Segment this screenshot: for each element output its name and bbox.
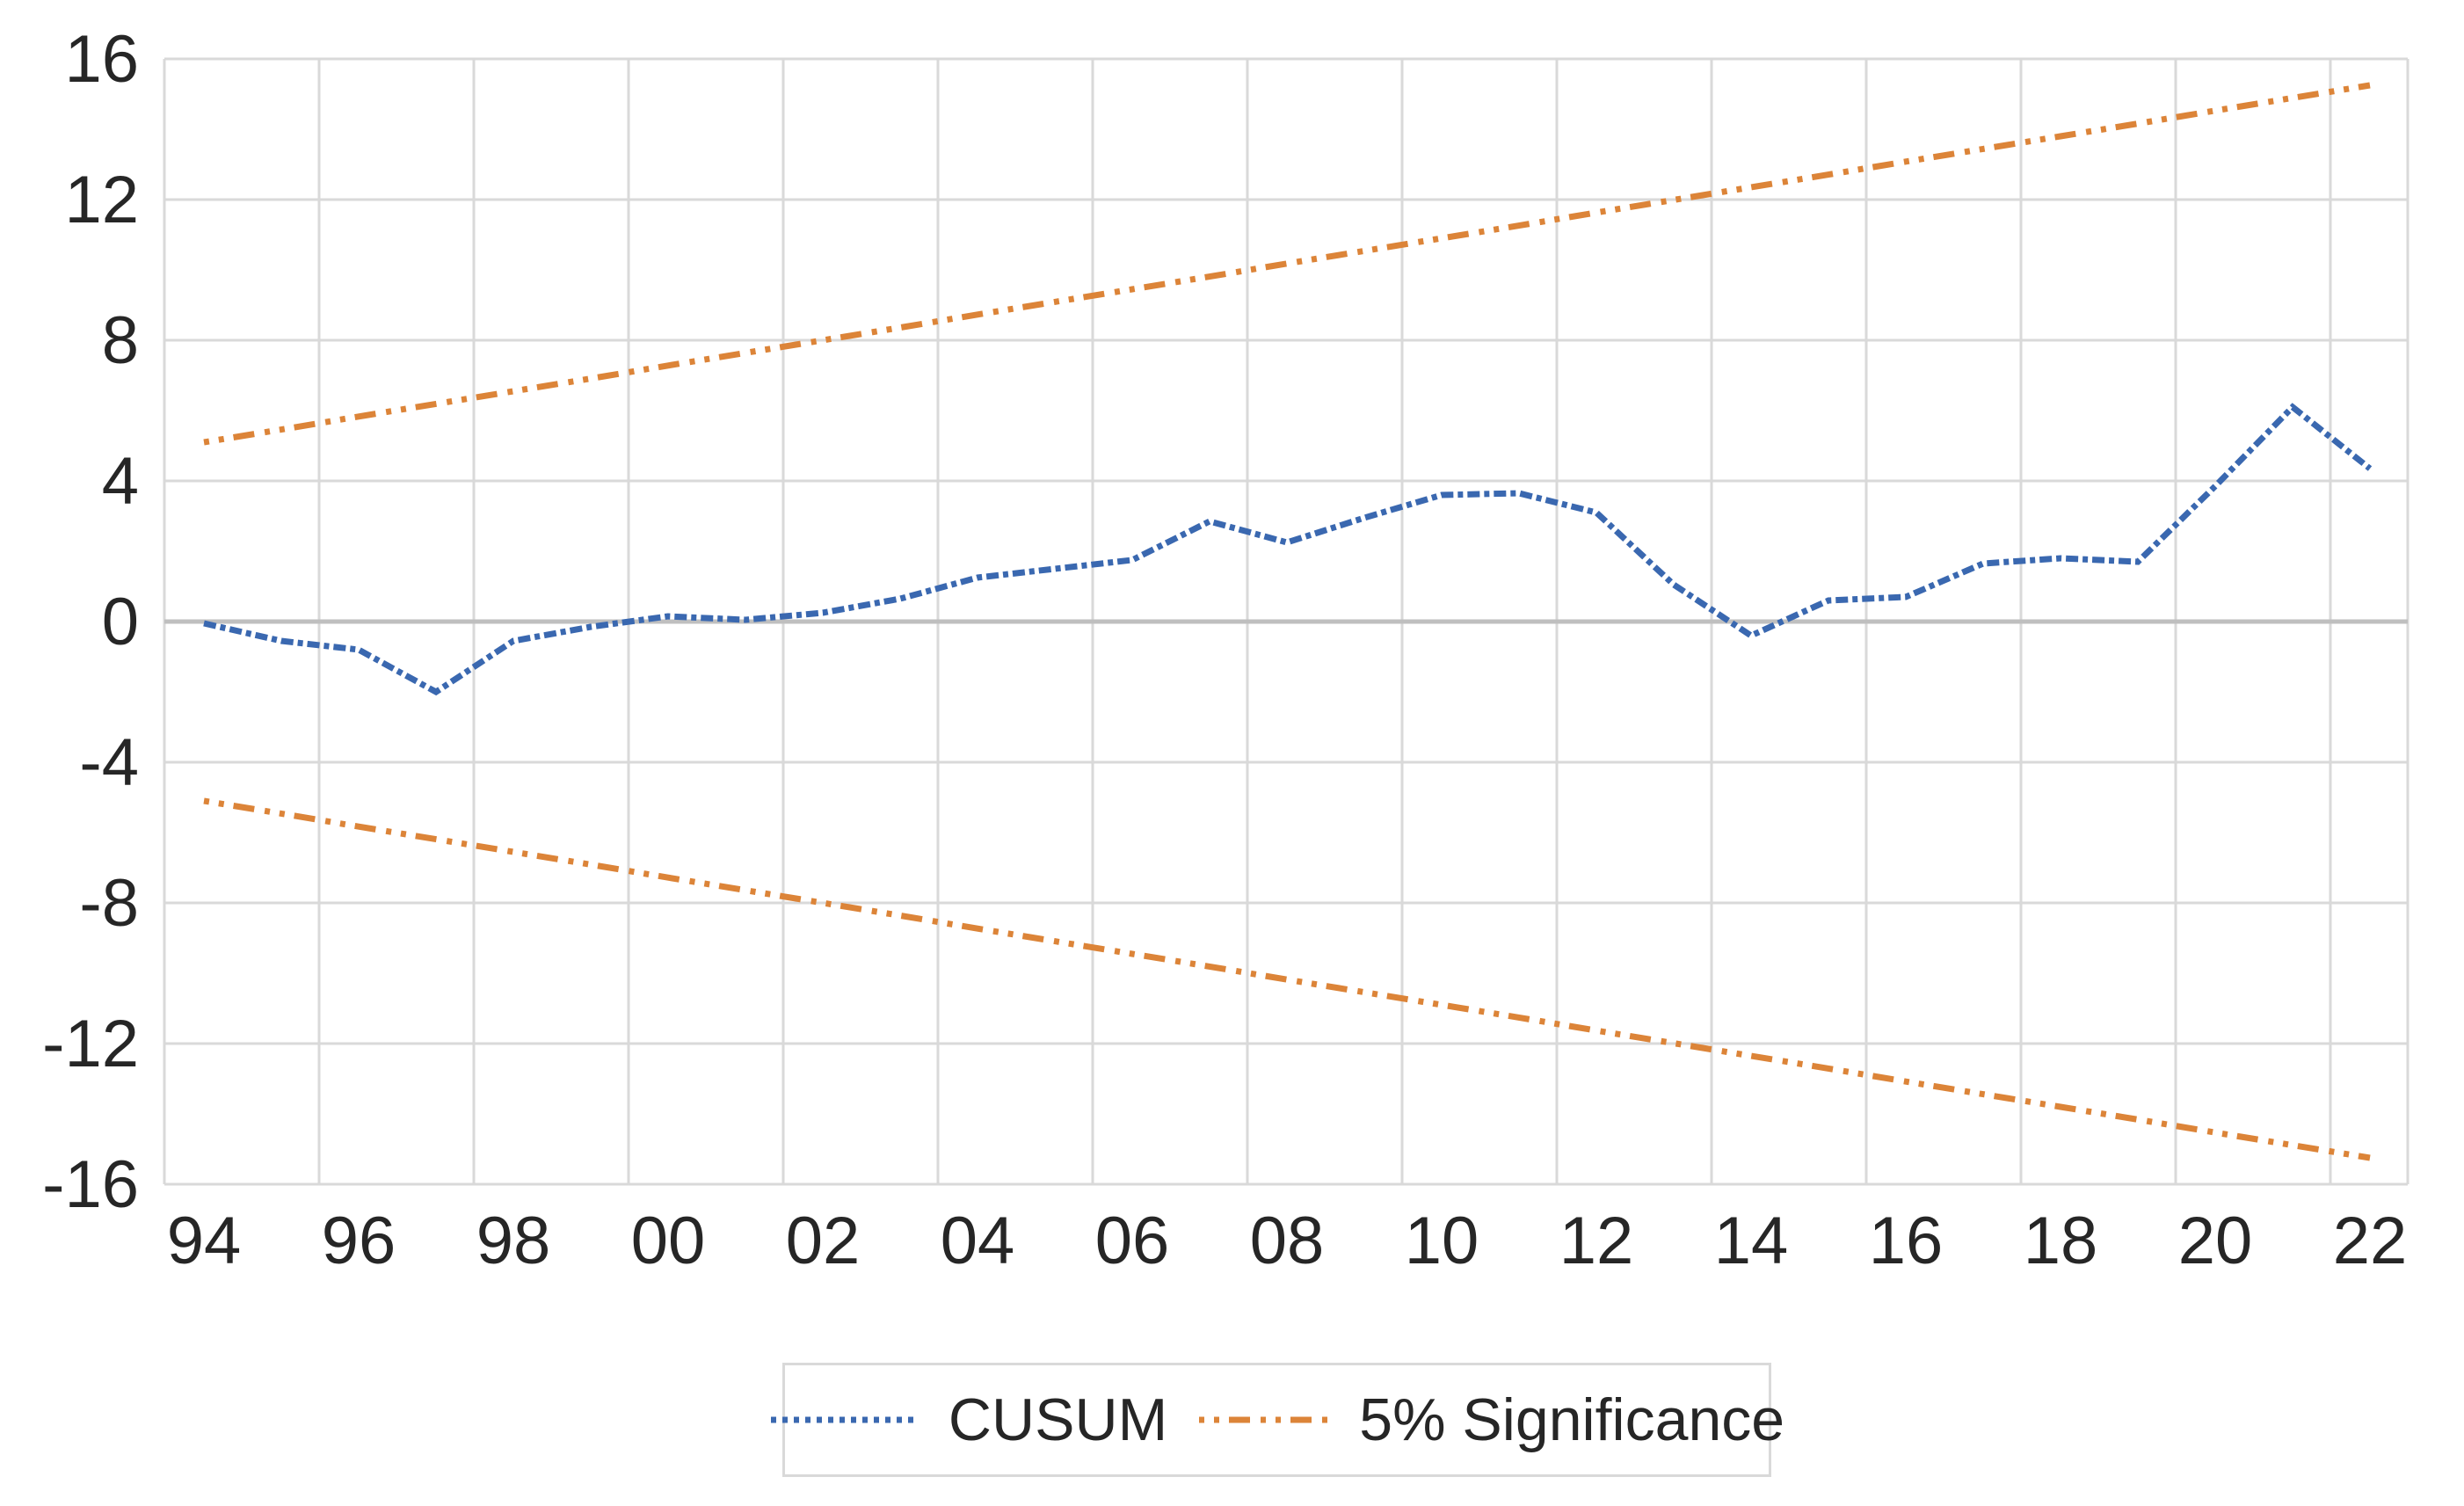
- y-tick-label: -8: [79, 866, 139, 941]
- legend-significance-line-sample: [1199, 1416, 1328, 1423]
- y-tick-label: -12: [42, 1007, 139, 1081]
- y-tick-label: -4: [79, 725, 139, 800]
- y-tick-label: 16: [64, 22, 139, 97]
- series-line-lower-significance: [203, 797, 2371, 1161]
- x-tick-label: 18: [2024, 1204, 2098, 1278]
- legend-label-cusum: CUSUM: [948, 1386, 1168, 1453]
- x-tick-label: 20: [2178, 1204, 2253, 1278]
- x-tick-label: 04: [941, 1204, 1015, 1278]
- series-line-cusum: [203, 403, 2373, 696]
- x-tick-label: 14: [1714, 1204, 1789, 1278]
- x-tick-label: 22: [2333, 1204, 2408, 1278]
- x-tick-label: 10: [1405, 1204, 1479, 1278]
- x-tick-label: 98: [476, 1204, 551, 1278]
- series-line-upper-significance: [203, 82, 2371, 446]
- legend-cusum-line-sample: [770, 1416, 917, 1423]
- y-tick-label: 0: [102, 585, 139, 659]
- x-tick-label: 06: [1095, 1204, 1170, 1278]
- legend-label-significance: 5% Significance: [1359, 1386, 1785, 1453]
- x-tick-label: 12: [1559, 1204, 1634, 1278]
- x-tick-label: 16: [1869, 1204, 1944, 1278]
- y-tick-label: 12: [64, 163, 139, 237]
- y-tick-label: 4: [102, 444, 139, 519]
- x-tick-label: 96: [322, 1204, 396, 1278]
- y-tick-label: -16: [42, 1147, 139, 1222]
- x-tick-label: 94: [167, 1204, 242, 1278]
- legend: CUSUM 5% Significance: [770, 1363, 1784, 1477]
- x-tick-label: 02: [786, 1204, 861, 1278]
- y-tick-label: 8: [102, 303, 139, 378]
- x-tick-label: 08: [1250, 1204, 1325, 1278]
- x-tick-label: 00: [631, 1204, 706, 1278]
